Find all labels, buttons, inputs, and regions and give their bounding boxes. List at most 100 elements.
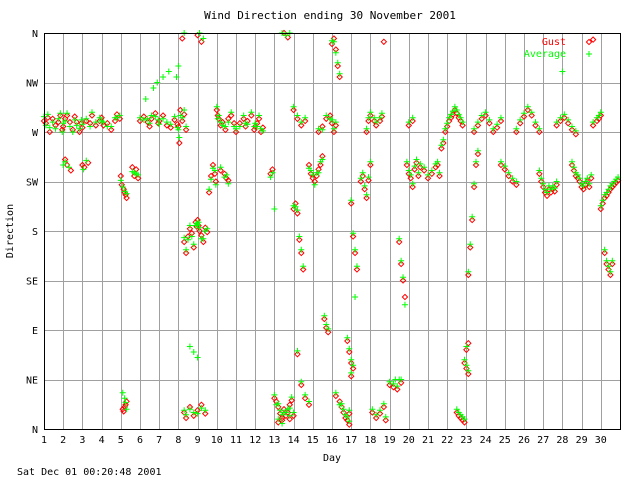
average-point [190, 409, 197, 416]
average-point [438, 142, 445, 149]
gust-point [92, 122, 100, 129]
gust-point [344, 337, 351, 345]
y-tick-label: N [32, 425, 38, 436]
gust-point [365, 177, 372, 184]
average-point [513, 178, 520, 185]
average-point [55, 115, 62, 122]
gust-point [120, 408, 127, 415]
average-point [173, 74, 180, 80]
average-point [80, 166, 87, 173]
average-point [377, 114, 383, 121]
gust-point [424, 174, 432, 182]
gust-point [589, 122, 597, 129]
average-point [559, 68, 566, 75]
average-point [286, 412, 293, 419]
x-tick-label: 16 [326, 435, 338, 446]
average-point [183, 123, 190, 130]
gust-point [520, 113, 528, 120]
data-points [40, 29, 622, 428]
average-point [461, 356, 468, 363]
average-point [329, 116, 335, 123]
average-point [219, 122, 226, 129]
gust-point [474, 122, 482, 129]
gust-point [88, 112, 96, 119]
gust-point [482, 112, 489, 119]
x-tick-label: 27 [537, 435, 549, 446]
average-point [311, 181, 318, 188]
average-point [528, 109, 535, 116]
gust-point [369, 409, 376, 416]
average-point [215, 112, 222, 119]
average-point [204, 225, 211, 232]
average-point [557, 114, 564, 121]
average-point [271, 391, 278, 398]
x-tick-label: 17 [345, 435, 357, 446]
gust-point [57, 112, 64, 119]
average-point [590, 119, 597, 126]
gust-point [171, 116, 178, 124]
average-point [142, 96, 149, 102]
average-point [471, 180, 478, 187]
average-point [69, 129, 76, 135]
average-point [286, 405, 293, 412]
gust-point [363, 128, 370, 136]
gust-point [182, 249, 190, 257]
average-point [194, 354, 201, 361]
average-point [448, 111, 455, 118]
average-point [206, 186, 213, 193]
average-point [315, 125, 322, 132]
gust-point [288, 397, 295, 404]
average-point [442, 125, 449, 132]
average-point [225, 119, 232, 126]
gust-point [324, 328, 332, 336]
y-tick-label: W [32, 128, 39, 139]
gust-point [294, 350, 301, 358]
average-point [582, 178, 589, 185]
gust-point [470, 128, 478, 136]
average-point [570, 164, 577, 171]
average-point [357, 175, 364, 182]
average-point [214, 115, 221, 122]
average-point [223, 171, 230, 178]
average-point [163, 119, 170, 126]
average-point [425, 171, 431, 178]
gust-point [305, 401, 313, 409]
x-tick-label: 7 [156, 435, 162, 446]
gust-point [178, 35, 186, 42]
average-point [352, 294, 359, 300]
average-point [315, 169, 322, 176]
gust-point [609, 260, 616, 268]
gust-point [372, 122, 380, 129]
gust-point [349, 365, 357, 372]
gust-point [134, 174, 142, 182]
average-point [603, 257, 610, 264]
average-point [165, 68, 172, 75]
average-point [501, 163, 508, 170]
average-point [411, 163, 418, 170]
gust-point [568, 126, 576, 134]
gust-point [536, 128, 543, 136]
gust-point [176, 139, 183, 147]
average-point [119, 389, 126, 396]
gust-point [401, 293, 409, 301]
average-point [186, 406, 193, 413]
gust-point [248, 112, 255, 119]
gust-point [486, 119, 493, 127]
average-point [576, 175, 583, 182]
gust-point [553, 122, 560, 129]
y-tick-label: N [32, 29, 38, 40]
gust-point [561, 114, 568, 122]
gust-point [290, 412, 297, 420]
average-point [580, 182, 587, 189]
x-tick-label: 20 [403, 435, 415, 446]
gust-point [363, 194, 370, 202]
footer-timestamp: Sat Dec 01 00:20:48 2001 [17, 467, 162, 478]
average-point [409, 180, 416, 187]
x-tick-label: 9 [195, 435, 201, 446]
average-point [340, 406, 347, 413]
average-point [76, 125, 83, 132]
average-point [403, 158, 410, 165]
gust-point [513, 181, 520, 189]
legend-label: Average [524, 49, 566, 60]
gust-point [357, 178, 365, 185]
